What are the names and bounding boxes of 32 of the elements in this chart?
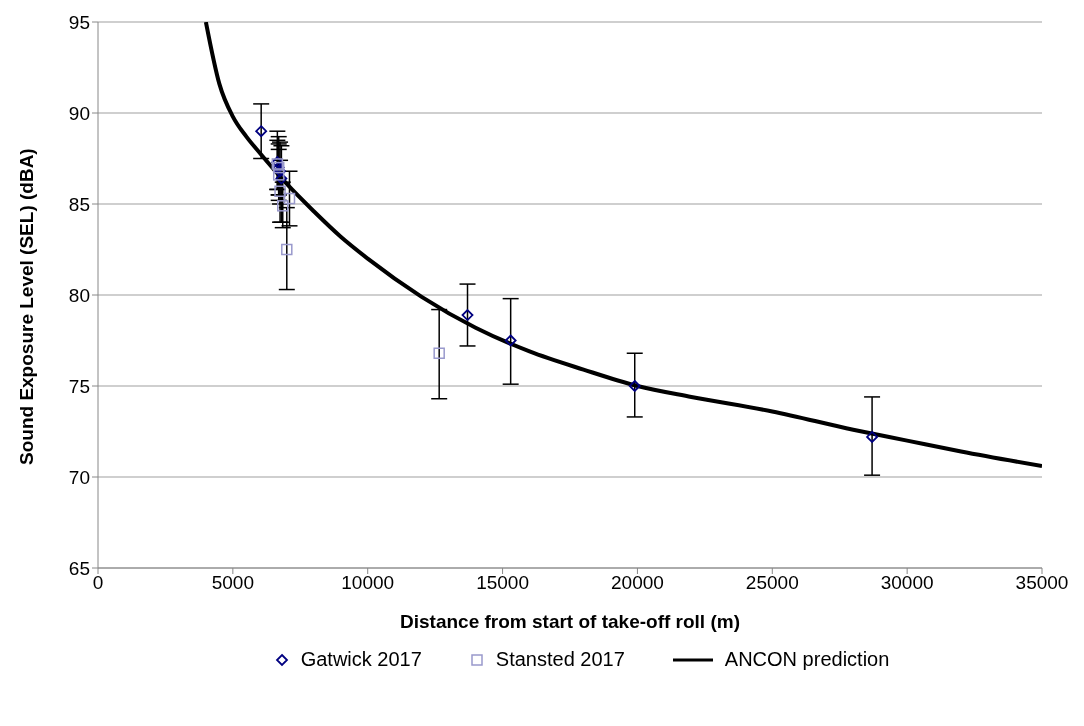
point <box>274 185 286 198</box>
point <box>272 169 285 181</box>
x-tick-label: 25000 <box>745 572 799 594</box>
point <box>504 334 517 347</box>
y-tick-label: 85 <box>68 193 90 215</box>
y-tick-label: 90 <box>68 102 90 124</box>
point <box>255 125 268 138</box>
legend-label: Gatwick 2017 <box>300 648 422 671</box>
x-tick-label: 10000 <box>341 572 395 594</box>
legend-label: Stansted 2017 <box>495 648 625 671</box>
y-axis-title: Sound Exposure Level (SEL) (dBA) <box>15 148 37 465</box>
legend-label: ANCON prediction <box>724 648 890 671</box>
point <box>275 172 288 185</box>
x-tick-label: 15000 <box>476 572 529 594</box>
x-axis-title: Distance from start of take-off roll (m) <box>400 611 740 632</box>
y-tick-label: 95 <box>68 11 90 33</box>
point <box>277 200 289 212</box>
point <box>281 243 293 256</box>
y-tick-label: 70 <box>68 466 90 488</box>
x-tick-label: 0 <box>92 572 104 594</box>
y-tick-label: 75 <box>68 375 90 397</box>
point <box>461 309 474 321</box>
y-tick-label: 65 <box>68 557 90 579</box>
x-tick-label: 20000 <box>611 572 664 594</box>
point <box>866 431 878 443</box>
point <box>628 380 641 392</box>
x-tick-label: 30000 <box>880 572 934 594</box>
x-tick-label: 35000 <box>1015 572 1069 594</box>
point <box>283 192 296 205</box>
y-tick-label: 80 <box>68 284 90 306</box>
point <box>433 347 445 359</box>
x-tick-label: 5000 <box>211 572 254 594</box>
